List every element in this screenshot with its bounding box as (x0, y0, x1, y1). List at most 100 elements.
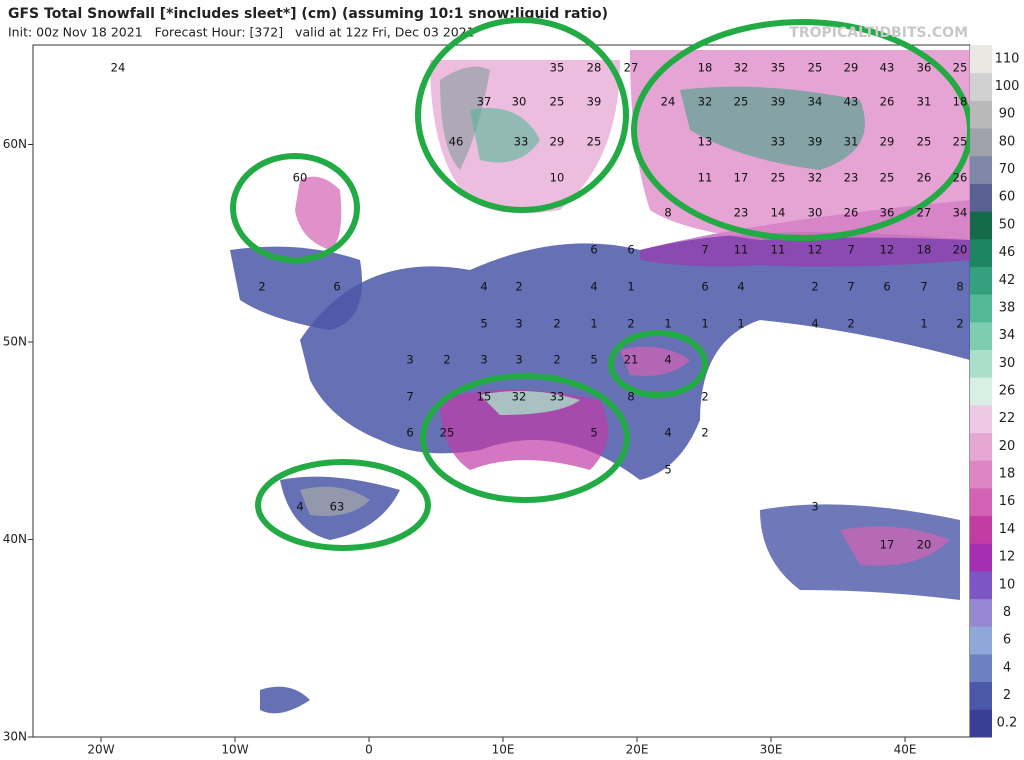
snowfall-value: 25 (917, 135, 932, 149)
snowfall-value: 1 (664, 317, 671, 331)
snowfall-value: 30 (512, 95, 527, 109)
snowfall-value: 46 (449, 135, 464, 149)
watermark: TROPICALTIDBITS.COM (789, 25, 968, 41)
colorbar-swatch (970, 543, 992, 572)
snowfall-value: 3 (515, 353, 522, 367)
colorbar-swatch (970, 128, 992, 157)
colorbar-label: 30 (999, 356, 1016, 371)
colorbar-label: 60 (999, 190, 1016, 205)
snowfall-value: 4 (296, 500, 303, 514)
snowfall-value: 43 (844, 95, 859, 109)
snowfall-value: 26 (880, 95, 895, 109)
colorbar-swatch (970, 598, 992, 627)
colorbar-label: 38 (999, 300, 1016, 315)
snowfall-value: 26 (917, 171, 932, 185)
snowfall-value: 63 (330, 500, 345, 514)
snowfall-value: 7 (847, 243, 854, 257)
snowfall-value: 6 (406, 426, 413, 440)
y-tick-label: 40N (3, 532, 27, 546)
snowfall-value: 43 (880, 61, 895, 75)
snowfall-value: 1 (590, 317, 597, 331)
snow-fields (230, 50, 970, 714)
colorbar-label: 10 (999, 577, 1016, 592)
snowfall-value: 12 (808, 243, 823, 257)
x-tick-label: 10E (492, 743, 515, 757)
snowfall-value: 2 (627, 317, 634, 331)
colorbar-swatch (970, 72, 992, 101)
colorbar-label: 26 (999, 384, 1016, 399)
snowfall-value: 26 (844, 206, 859, 220)
x-tick-label: 20E (626, 743, 649, 757)
colorbar-label: 110 (995, 51, 1020, 66)
snowfall-value: 31 (917, 95, 932, 109)
snowfall-value: 31 (844, 135, 859, 149)
snowfall-value: 4 (737, 280, 744, 294)
colorbar-swatch (970, 211, 992, 240)
snowfall-value: 6 (590, 243, 597, 257)
snowfall-value: 17 (880, 538, 895, 552)
y-tick-label: 60N (3, 137, 27, 151)
snowfall-value: 14 (771, 206, 786, 220)
colorbar-label: 70 (999, 162, 1016, 177)
colorbar-swatch (970, 349, 992, 378)
subtitle: Init: 00z Nov 18 2021 Forecast Hour: [37… (8, 25, 475, 40)
colorbar-label: 4 (1003, 660, 1011, 675)
colorbar-label: 18 (999, 467, 1016, 482)
colorbar-swatch (970, 183, 992, 212)
colorbar-swatch (970, 321, 992, 350)
snowfall-value: 37 (477, 95, 492, 109)
colorbar-label: 8 (1003, 605, 1011, 620)
snowfall-value: 2 (258, 280, 265, 294)
snowfall-value: 2 (553, 353, 560, 367)
snowfall-value: 25 (953, 135, 968, 149)
x-tick-label: 10W (221, 743, 248, 757)
snowfall-value: 1 (701, 317, 708, 331)
snowfall-value: 20 (917, 538, 932, 552)
snowfall-value: 32 (512, 390, 527, 404)
snowfall-value: 4 (664, 426, 671, 440)
colorbar-label: 90 (999, 107, 1016, 122)
snowfall-value: 2 (553, 317, 560, 331)
colorbar-swatch (970, 238, 992, 267)
snowfall-value: 2 (701, 426, 708, 440)
snowfall-value: 3 (515, 317, 522, 331)
snowfall-value: 29 (880, 135, 895, 149)
colorbar-label: 20 (999, 439, 1016, 454)
snowfall-value: 18 (698, 61, 713, 75)
snowfall-value: 7 (701, 243, 708, 257)
colorbar-swatch (970, 404, 992, 434)
snowfall-value: 30 (808, 206, 823, 220)
colorbar-swatch (970, 45, 992, 74)
snowfall-value: 18 (953, 95, 968, 109)
snowfall-value: 29 (550, 135, 565, 149)
snowfall-value: 4 (590, 280, 597, 294)
snowfall-value: 3 (480, 353, 487, 367)
snowfall-value: 27 (624, 61, 639, 75)
snowfall-value: 1 (737, 317, 744, 331)
snowfall-value: 33 (514, 135, 529, 149)
snowfall-value: 1 (627, 280, 634, 294)
snowfall-value: 11 (734, 243, 749, 257)
snowfall-value: 36 (880, 206, 895, 220)
snowfall-value: 10 (550, 171, 565, 185)
title: GFS Total Snowfall [*includes sleet*] (c… (8, 6, 608, 22)
snowfall-value: 8 (956, 280, 963, 294)
colorbar-label: 50 (999, 217, 1016, 232)
snowfall-value: 6 (333, 280, 340, 294)
snowfall-value: 13 (698, 135, 713, 149)
snowfall-value: 5 (590, 353, 597, 367)
colorbar-swatch (970, 460, 992, 489)
y-tick-label: 50N (3, 335, 27, 349)
snowfall-value: 8 (627, 390, 634, 404)
colorbar-swatch (970, 515, 992, 544)
colorbar-label: 42 (999, 273, 1016, 288)
snowfall-value: 32 (734, 61, 749, 75)
snowfall-value: 28 (587, 61, 602, 75)
snowfall-value: 35 (550, 61, 565, 75)
colorbar-label: 80 (999, 134, 1016, 149)
snowfall-value: 25 (734, 95, 749, 109)
snowfall-value: 25 (550, 95, 565, 109)
snowfall-value: 17 (734, 171, 749, 185)
colorbar-label: 14 (999, 522, 1016, 537)
